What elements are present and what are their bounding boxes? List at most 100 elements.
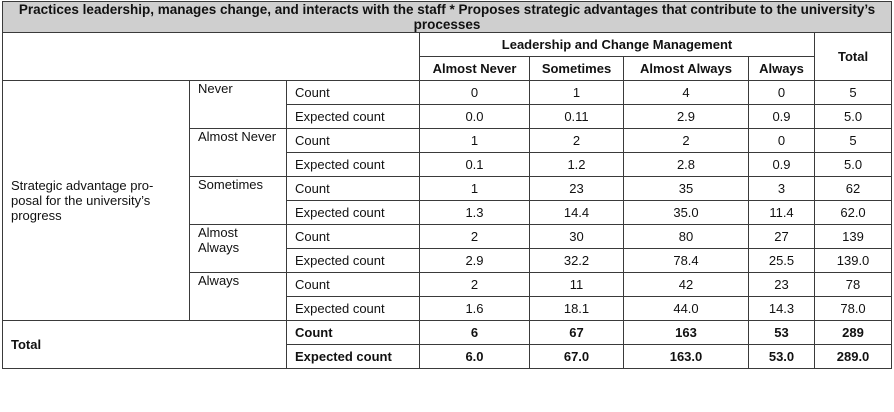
total-expected-cell: 6.0 [419, 344, 530, 369]
expected-count-cell: 1.3 [419, 200, 530, 225]
table-row: Almost Always Count 2 30 80 27 139 [3, 224, 893, 273]
statistic-label: Expected count [286, 248, 420, 273]
statistic-label: Expected count [286, 344, 420, 369]
count-cell: 35 [623, 176, 749, 201]
expected-count-cell: 0.9 [748, 152, 815, 177]
expected-count-cell: 25.5 [748, 248, 815, 273]
total-expected-cell: 289.0 [813, 344, 893, 369]
count-cell: 78 [813, 272, 893, 297]
column-group-header: Leadership and Change Management [419, 32, 815, 57]
count-cell: 1 [419, 176, 530, 201]
statistic-label: Expected count [286, 104, 420, 129]
expected-count-cell: 2.9 [623, 104, 749, 129]
total-count-cell: 6 [419, 320, 530, 345]
row-category-label: Never [189, 80, 287, 129]
count-cell: 11 [529, 272, 624, 297]
crosstab-table: Practices leadership, manages change, an… [1, 1, 893, 369]
total-count-cell: 163 [623, 320, 749, 345]
expected-count-cell: 44.0 [623, 296, 749, 321]
expected-count-cell: 14.3 [748, 296, 815, 321]
expected-count-cell: 78.4 [623, 248, 749, 273]
expected-count-cell: 5.0 [813, 104, 893, 129]
expected-count-cell: 0.9 [748, 104, 815, 129]
row-variable-label: Strategic advantage pro-posal for the un… [2, 80, 190, 321]
row-category-label: Almost Always [189, 224, 287, 273]
count-cell: 0 [748, 128, 815, 153]
total-expected-cell: 53.0 [748, 344, 815, 369]
expected-count-cell: 5.0 [813, 152, 893, 177]
total-row: Expected count 6.0 67.0 163.0 53.0 289.0 [3, 344, 893, 369]
expected-count-cell: 2.9 [419, 248, 530, 273]
expected-count-cell: 1.2 [529, 152, 624, 177]
table-row: Expected count 0.0 0.11 2.9 0.9 5.0 [3, 104, 893, 129]
expected-count-cell: 0.0 [419, 104, 530, 129]
statistic-label: Count [286, 128, 420, 153]
column-header: Almost Always [623, 56, 749, 81]
table-row: Expected count 1.6 18.1 44.0 14.3 78.0 [3, 296, 893, 321]
expected-count-cell: 78.0 [813, 296, 893, 321]
count-cell: 23 [748, 272, 815, 297]
table-title: Practices leadership, manages change, an… [1, 1, 893, 33]
header-row-1: Leadership and Change Management Total [2, 32, 893, 81]
statistic-label: Count [286, 224, 420, 249]
count-cell: 27 [748, 224, 815, 249]
row-category-label: Always [189, 272, 287, 321]
total-expected-cell: 163.0 [623, 344, 749, 369]
count-cell: 2 [623, 128, 749, 153]
count-cell: 80 [623, 224, 749, 249]
count-cell: 2 [419, 272, 530, 297]
total-count-cell: 53 [748, 320, 815, 345]
statistic-label: Expected count [286, 200, 420, 225]
expected-count-cell: 14.4 [529, 200, 624, 225]
count-cell: 2 [419, 224, 530, 249]
expected-count-cell: 18.1 [529, 296, 624, 321]
count-cell: 1 [529, 80, 624, 105]
column-header: Sometimes [529, 56, 624, 81]
expected-count-cell: 11.4 [748, 200, 815, 225]
statistic-label: Expected count [286, 152, 420, 177]
expected-count-cell: 2.8 [623, 152, 749, 177]
count-cell: 0 [748, 80, 815, 105]
count-cell: 30 [529, 224, 624, 249]
total-expected-cell: 67.0 [529, 344, 624, 369]
count-cell: 62 [813, 176, 893, 201]
statistic-label: Count [286, 80, 420, 105]
total-count-cell: 289 [813, 320, 893, 345]
count-cell: 3 [748, 176, 815, 201]
expected-count-cell: 35.0 [623, 200, 749, 225]
expected-count-cell: 0.1 [419, 152, 530, 177]
table-row: Sometimes Count 1 23 35 3 62 [3, 176, 893, 225]
title-row: Practices leadership, manages change, an… [1, 1, 893, 33]
count-cell: 0 [419, 80, 530, 105]
count-cell: 139 [813, 224, 893, 249]
statistic-label: Count [286, 320, 420, 345]
table-row: Always Count 2 11 42 23 78 [3, 272, 893, 321]
expected-count-cell: 62.0 [813, 200, 893, 225]
count-cell: 4 [623, 80, 749, 105]
count-cell: 1 [419, 128, 530, 153]
header-corner [2, 32, 420, 81]
count-cell: 42 [623, 272, 749, 297]
table-row: Almost Never Count 1 2 2 0 5 [3, 128, 893, 177]
count-cell: 2 [529, 128, 624, 153]
count-cell: 5 [813, 128, 893, 153]
expected-count-cell: 0.11 [529, 104, 624, 129]
row-category-label: Almost Never [189, 128, 287, 177]
table-row: Expected count 0.1 1.2 2.8 0.9 5.0 [3, 152, 893, 177]
expected-count-cell: 1.6 [419, 296, 530, 321]
total-row: Total Count 6 67 163 53 289 [2, 320, 893, 369]
total-column-header: Total [813, 32, 893, 81]
row-category-label: Sometimes [189, 176, 287, 225]
statistic-label: Count [286, 272, 420, 297]
statistic-label: Expected count [286, 296, 420, 321]
column-header: Almost Never [419, 56, 530, 81]
expected-count-cell: 32.2 [529, 248, 624, 273]
total-count-cell: 67 [529, 320, 624, 345]
table-row: Strategic advantage pro-posal for the un… [2, 80, 893, 321]
statistic-label: Count [286, 176, 420, 201]
total-label: Total [2, 320, 287, 369]
count-cell: 5 [813, 80, 893, 105]
count-cell: 23 [529, 176, 624, 201]
expected-count-cell: 139.0 [813, 248, 893, 273]
header-row-2: Almost Never Sometimes Almost Always Alw… [3, 56, 892, 81]
